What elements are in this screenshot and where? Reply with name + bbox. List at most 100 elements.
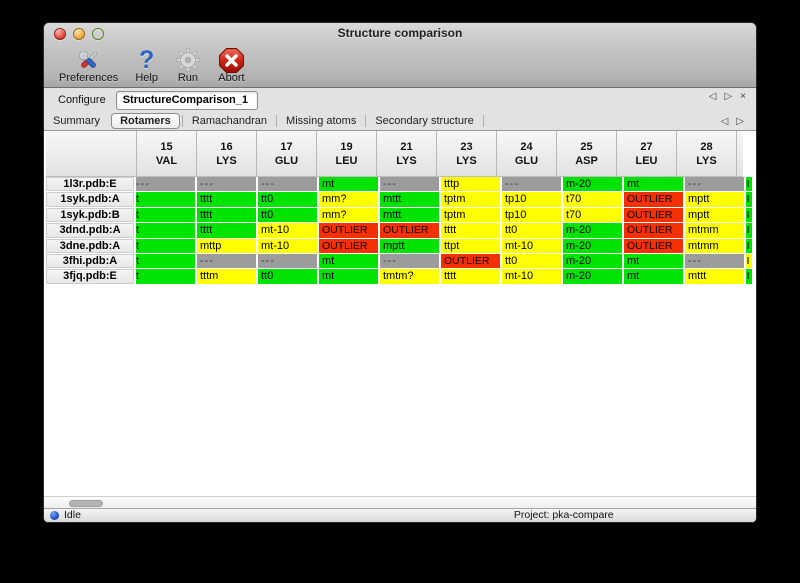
column-header[interactable]: 25 ASP: [556, 131, 616, 176]
rotamer-cell[interactable]: ---: [197, 253, 256, 269]
rotamer-cell[interactable]: OUTLIER: [624, 207, 683, 223]
rotamer-cell[interactable]: mptt: [380, 238, 439, 253]
scrollbar-thumb[interactable]: [69, 500, 103, 507]
tab-summary[interactable]: Summary: [53, 115, 101, 127]
help-button[interactable]: ? Help: [130, 45, 163, 85]
tab-secondary-structure[interactable]: Secondary structure: [375, 115, 474, 127]
rotamer-cell[interactable]: OUTLIER: [624, 192, 683, 207]
rotamer-cell[interactable]: tt0: [258, 207, 317, 223]
rotamer-cell[interactable]: m-20: [563, 269, 622, 284]
rotamer-cell[interactable]: mm?: [319, 207, 378, 223]
abort-button[interactable]: Abort: [213, 45, 250, 85]
rotamer-cell[interactable]: mt-10: [502, 269, 561, 284]
rotamer-cell[interactable]: mtmm: [685, 223, 744, 238]
rotamer-cell[interactable]: m-20: [563, 223, 622, 238]
rotamer-cell[interactable]: mt: [624, 269, 683, 284]
rotamer-cell[interactable]: m-20: [563, 253, 622, 269]
tab-scroll-right-icon[interactable]: ▷: [736, 115, 744, 127]
column-header[interactable]: 28 LYS: [676, 131, 736, 176]
tab-ramachandran[interactable]: Ramachandran: [191, 115, 268, 127]
rotamer-cell[interactable]: mttt: [380, 207, 439, 223]
rotamer-cell[interactable]: tt0: [258, 269, 317, 284]
rotamer-cell[interactable]: tttt: [197, 192, 256, 207]
rotamer-cell[interactable]: mt-10: [502, 238, 561, 253]
close-window-button[interactable]: [54, 28, 66, 40]
rotamer-cell[interactable]: tp10: [502, 207, 561, 223]
column-header[interactable]: 23 LYS: [436, 131, 496, 176]
rotamer-cell[interactable]: tttm: [197, 269, 256, 284]
row-label[interactable]: 3dnd.pdb:A: [46, 223, 134, 238]
rotamer-cell[interactable]: mt: [319, 253, 378, 269]
rotamer-cell[interactable]: ---: [380, 177, 439, 192]
preferences-button[interactable]: Preferences: [54, 45, 123, 85]
rotamer-cell[interactable]: ---: [380, 253, 439, 269]
panel-close-icon[interactable]: ×: [740, 91, 746, 102]
rotamer-cell[interactable]: ---: [136, 177, 195, 192]
column-header[interactable]: 27 LEU: [616, 131, 676, 176]
rotamer-cell[interactable]: tttt: [441, 223, 500, 238]
tab-scroll-left-icon[interactable]: ◁: [720, 115, 729, 127]
rotamer-cell[interactable]: tt0: [502, 253, 561, 269]
rotamer-cell[interactable]: ---: [502, 177, 561, 192]
rotamer-cell[interactable]: t: [136, 269, 195, 284]
rotamer-cell[interactable]: tptm: [441, 192, 500, 207]
rotamer-cell[interactable]: ---: [197, 177, 256, 192]
rotamer-cell[interactable]: t70: [563, 207, 622, 223]
column-header[interactable]: 24 GLU: [496, 131, 556, 176]
row-label[interactable]: 1syk.pdb:A: [46, 192, 134, 207]
rotamer-cell[interactable]: mt-10: [258, 238, 317, 253]
rotamer-cell[interactable]: OUTLIER: [441, 253, 500, 269]
column-header[interactable]: 15 VAL: [136, 131, 196, 176]
row-label[interactable]: 3dne.pdb:A: [46, 238, 134, 253]
rotamer-cell[interactable]: mt: [624, 253, 683, 269]
rotamer-cell[interactable]: t: [136, 207, 195, 223]
rotamer-cell[interactable]: tttp: [441, 177, 500, 192]
rotamer-cell[interactable]: mptt: [685, 192, 744, 207]
rotamer-cell[interactable]: mttt: [380, 192, 439, 207]
rotamer-cell[interactable]: ---: [685, 253, 744, 269]
rotamer-cell[interactable]: ---: [258, 177, 317, 192]
rotamer-cell[interactable]: mtmm: [685, 238, 744, 253]
rotamer-cell[interactable]: mt: [624, 177, 683, 192]
rotamer-cell[interactable]: mt: [319, 177, 378, 192]
panel-next-icon[interactable]: ▷: [724, 91, 733, 102]
column-header[interactable]: 19 LEU: [316, 131, 376, 176]
rotamer-cell[interactable]: tptm: [441, 207, 500, 223]
row-label[interactable]: 3fhi.pdb:A: [46, 253, 134, 269]
rotamer-cell[interactable]: mptt: [685, 207, 744, 223]
rotamer-cell[interactable]: mm?: [319, 192, 378, 207]
rotamer-cell[interactable]: m-20: [563, 177, 622, 192]
rotamer-cell[interactable]: t: [136, 223, 195, 238]
rotamer-cell[interactable]: tt0: [502, 223, 561, 238]
rotamer-cell[interactable]: mt: [319, 269, 378, 284]
zoom-window-button[interactable]: [92, 28, 104, 40]
minimize-window-button[interactable]: [73, 28, 85, 40]
rotamer-cell[interactable]: m-20: [563, 238, 622, 253]
run-button[interactable]: Run: [170, 45, 206, 85]
tab-rotamers[interactable]: Rotamers: [111, 113, 180, 129]
tab-missing-atoms[interactable]: Missing atoms: [286, 115, 357, 127]
configure-input[interactable]: [115, 90, 258, 110]
rotamer-cell[interactable]: tt0: [258, 192, 317, 207]
rotamer-cell[interactable]: ---: [258, 253, 317, 269]
rotamer-cell[interactable]: ttpt: [441, 238, 500, 253]
rotamer-cell[interactable]: OUTLIER: [624, 238, 683, 253]
row-label[interactable]: 1syk.pdb:B: [46, 207, 134, 223]
column-header[interactable]: 21 LYS: [376, 131, 436, 176]
column-header[interactable]: 16 LYS: [196, 131, 256, 176]
rotamer-cell[interactable]: OUTLIER: [319, 223, 378, 238]
rotamer-cell[interactable]: tp10: [502, 192, 561, 207]
rotamer-cell[interactable]: t70: [563, 192, 622, 207]
panel-prev-icon[interactable]: ◁: [708, 91, 717, 102]
rotamer-cell[interactable]: tmtm?: [380, 269, 439, 284]
rotamer-cell[interactable]: OUTLIER: [319, 238, 378, 253]
rotamer-cell[interactable]: OUTLIER: [380, 223, 439, 238]
rotamer-cell[interactable]: t: [136, 253, 195, 269]
horizontal-scrollbar[interactable]: [44, 496, 756, 509]
rotamer-cell[interactable]: mttt: [685, 269, 744, 284]
rotamer-cell[interactable]: tttt: [197, 207, 256, 223]
rotamer-cell[interactable]: tttt: [197, 223, 256, 238]
row-label[interactable]: 3fjq.pdb:E: [46, 269, 134, 284]
rotamer-cell[interactable]: t: [136, 192, 195, 207]
rotamer-cell[interactable]: tttt: [441, 269, 500, 284]
